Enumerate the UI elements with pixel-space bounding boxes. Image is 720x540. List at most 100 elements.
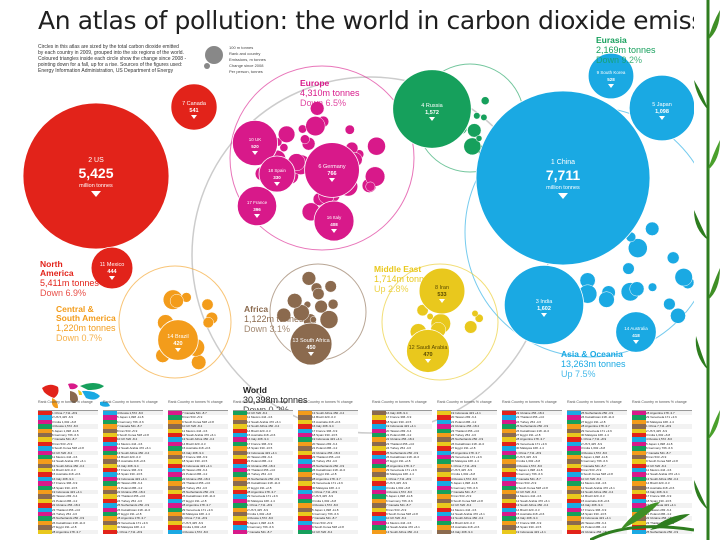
table-row: 10 UK 520 -8.4 [372, 516, 432, 521]
table-row: 14 Brazil 420 -0.3 [298, 415, 358, 420]
table-row: 11 Mexico 444 -4.6 [632, 468, 692, 473]
table-row: 18 Spain 330 -13.5 [298, 432, 358, 438]
table-row: 19 Indonesia 423 +4.1 [38, 490, 98, 495]
table-header: Rank Country m tonnes % change [437, 400, 497, 411]
table-row: 17 France 396 -6.9 [168, 454, 228, 460]
table-row: 24 Turkey 254 -4.6 [233, 472, 293, 477]
country-bubble-uk [231, 120, 278, 167]
country-bubble [475, 135, 483, 142]
table-row: 22 Ukraine 256 -18.4 [298, 450, 358, 455]
country-bubble [169, 294, 184, 308]
country-bubble [287, 293, 303, 309]
table-row: 4 Russia 1,572 -8.0 [38, 424, 98, 429]
region-name: North [40, 259, 63, 269]
table-row: 1 China 7,711 +8.9 [632, 424, 692, 429]
table-row: 30 Malaysia 168 -1.4 [168, 511, 228, 517]
table-row: 27 Egypt 191 +2.8 [298, 472, 358, 477]
table-row: 21 Poland 286 -4.2 [103, 485, 163, 491]
table-row: 1 China 7,711 +8.9 [437, 463, 497, 469]
table-row: 25 Netherlands 250 -3.9 [233, 476, 293, 482]
table-row: 19 Indonesia 423 +4.1 [502, 529, 562, 534]
region-ring-central_south_america [118, 265, 232, 379]
region-change: Down 9.2% [596, 55, 642, 65]
country-label: 17 France [247, 200, 268, 205]
country-bubble-mexico [90, 246, 134, 290]
table-row: 27 Egypt 191 +2.8 [372, 459, 432, 464]
country-bubble [474, 313, 484, 323]
intro-line: Energy Information Administration, US De… [38, 68, 174, 74]
table-row: 30 Malaysia 168 -1.4 [567, 432, 627, 438]
bamboo-leaf-icon [590, 502, 694, 540]
region-change: Up 7.5% [561, 369, 596, 379]
table-row: 17 France 396 -6.9 [298, 428, 358, 433]
change-triangle [91, 191, 101, 197]
table-row: 4 Russia 1,572 -8.0 [103, 411, 163, 416]
country-bubble [201, 298, 214, 311]
country-value: 5,425 [78, 165, 113, 181]
table-row: 29 Venezuela 171 +3.6 [233, 494, 293, 499]
table-header: Rank Country m tonnes % change [168, 400, 228, 411]
table-row: 19 Indonesia 423 +4.1 [632, 503, 692, 508]
table-row: 14 Brazil 420 -0.3 [168, 441, 228, 447]
country-value: 418 [632, 333, 640, 338]
table-row: 2 US 5,425 -6.9 [298, 494, 358, 499]
table-row: 9 South Korea 528 +0.8 [103, 432, 163, 438]
region-name: Central & [56, 304, 94, 314]
country-label: 13 South Africa [292, 338, 330, 344]
table-row: 3 India 1,602 +6.8 [372, 485, 432, 491]
table-row: 9 South Korea 528 +0.8 [38, 446, 98, 451]
country-bubble [300, 134, 310, 145]
table-row: 11 Mexico 444 -4.6 [38, 454, 98, 460]
table-row: 22 Ukraine 256 -18.4 [233, 463, 293, 469]
country-bubble [473, 112, 481, 120]
table-row: 25 Netherlands 250 -3.9 [437, 437, 497, 442]
table-row: 19 Indonesia 423 +4.1 [298, 437, 358, 442]
country-bubble-france [236, 185, 278, 227]
table-header: Rank Country m tonnes % change [103, 400, 163, 411]
country-value: 450 [306, 345, 315, 351]
country-bubble-saudi-arabia [406, 329, 450, 373]
country-value: 766 [327, 171, 336, 177]
table-row: 9 South Korea 528 +0.8 [298, 525, 358, 530]
table-row: 30 Malaysia 168 -1.4 [233, 498, 293, 504]
region-total: 5,411m tonnes [40, 278, 99, 288]
table-row: 25 Netherlands 250 -3.9 [567, 411, 627, 416]
table-row: 10 UK 520 -8.4 [567, 476, 627, 482]
bubbles-layer [22, 52, 716, 381]
table-row: 27 Egypt 191 +2.8 [437, 446, 497, 451]
table-row: 26 Kazakhstan 218 -11.0 [437, 441, 497, 447]
legend-line: Change since 2008 [229, 63, 264, 68]
region-ring-middle_east [381, 263, 499, 381]
table-row: 29 Venezuela 171 +3.6 [437, 454, 497, 460]
table-row: 11 Mexico 444 -4.6 [168, 428, 228, 433]
country-value: 396 [253, 207, 261, 212]
table-row: 10 UK 520 -8.4 [38, 450, 98, 455]
intro-line: Circles in this atlas are sized by the t… [38, 44, 179, 50]
intro-line: pointing down for a fall, up for a rise.… [38, 62, 183, 68]
table-row: 15 Australia 418 +0.6 [298, 419, 358, 425]
table-row: 11 Mexico 444 -4.6 [567, 481, 627, 486]
table-row: 8 Iran 533 +5.9 [103, 428, 163, 433]
table-row: 25 Netherlands 250 -3.9 [103, 503, 163, 508]
table-row: 18 Spain 330 -13.5 [372, 419, 432, 425]
country-bubble [327, 298, 339, 310]
table-row: 20 Taiwan 283 -6.4 [233, 454, 293, 460]
page-title: An atlas of pollution: the world in carb… [38, 6, 720, 35]
table-header: Rank Country m tonnes % change [233, 400, 293, 411]
country-bubble [279, 143, 289, 152]
table-row: 13 South Africa 450 -3.4 [372, 529, 432, 534]
table-row: 3 India 1,602 +6.8 [437, 472, 497, 477]
table-row: 6 Germany 766 -6.6 [233, 525, 293, 530]
table-row: 1 China 7,711 +8.9 [567, 437, 627, 442]
country-bubble [480, 96, 490, 105]
region-total: 30,398m tonnes [243, 395, 308, 405]
change-triangle [439, 299, 445, 303]
table-row: 21 Poland 286 -4.2 [567, 525, 627, 530]
table-row: 17 France 396 -6.9 [38, 481, 98, 486]
table-row: 26 Kazakhstan 218 -11.0 [233, 481, 293, 486]
region-name: Europe [300, 78, 330, 88]
table-row: 20 Taiwan 283 -6.4 [437, 415, 497, 420]
table-row: 3 India 1,602 +6.8 [502, 459, 562, 464]
change-triangle [429, 117, 435, 121]
